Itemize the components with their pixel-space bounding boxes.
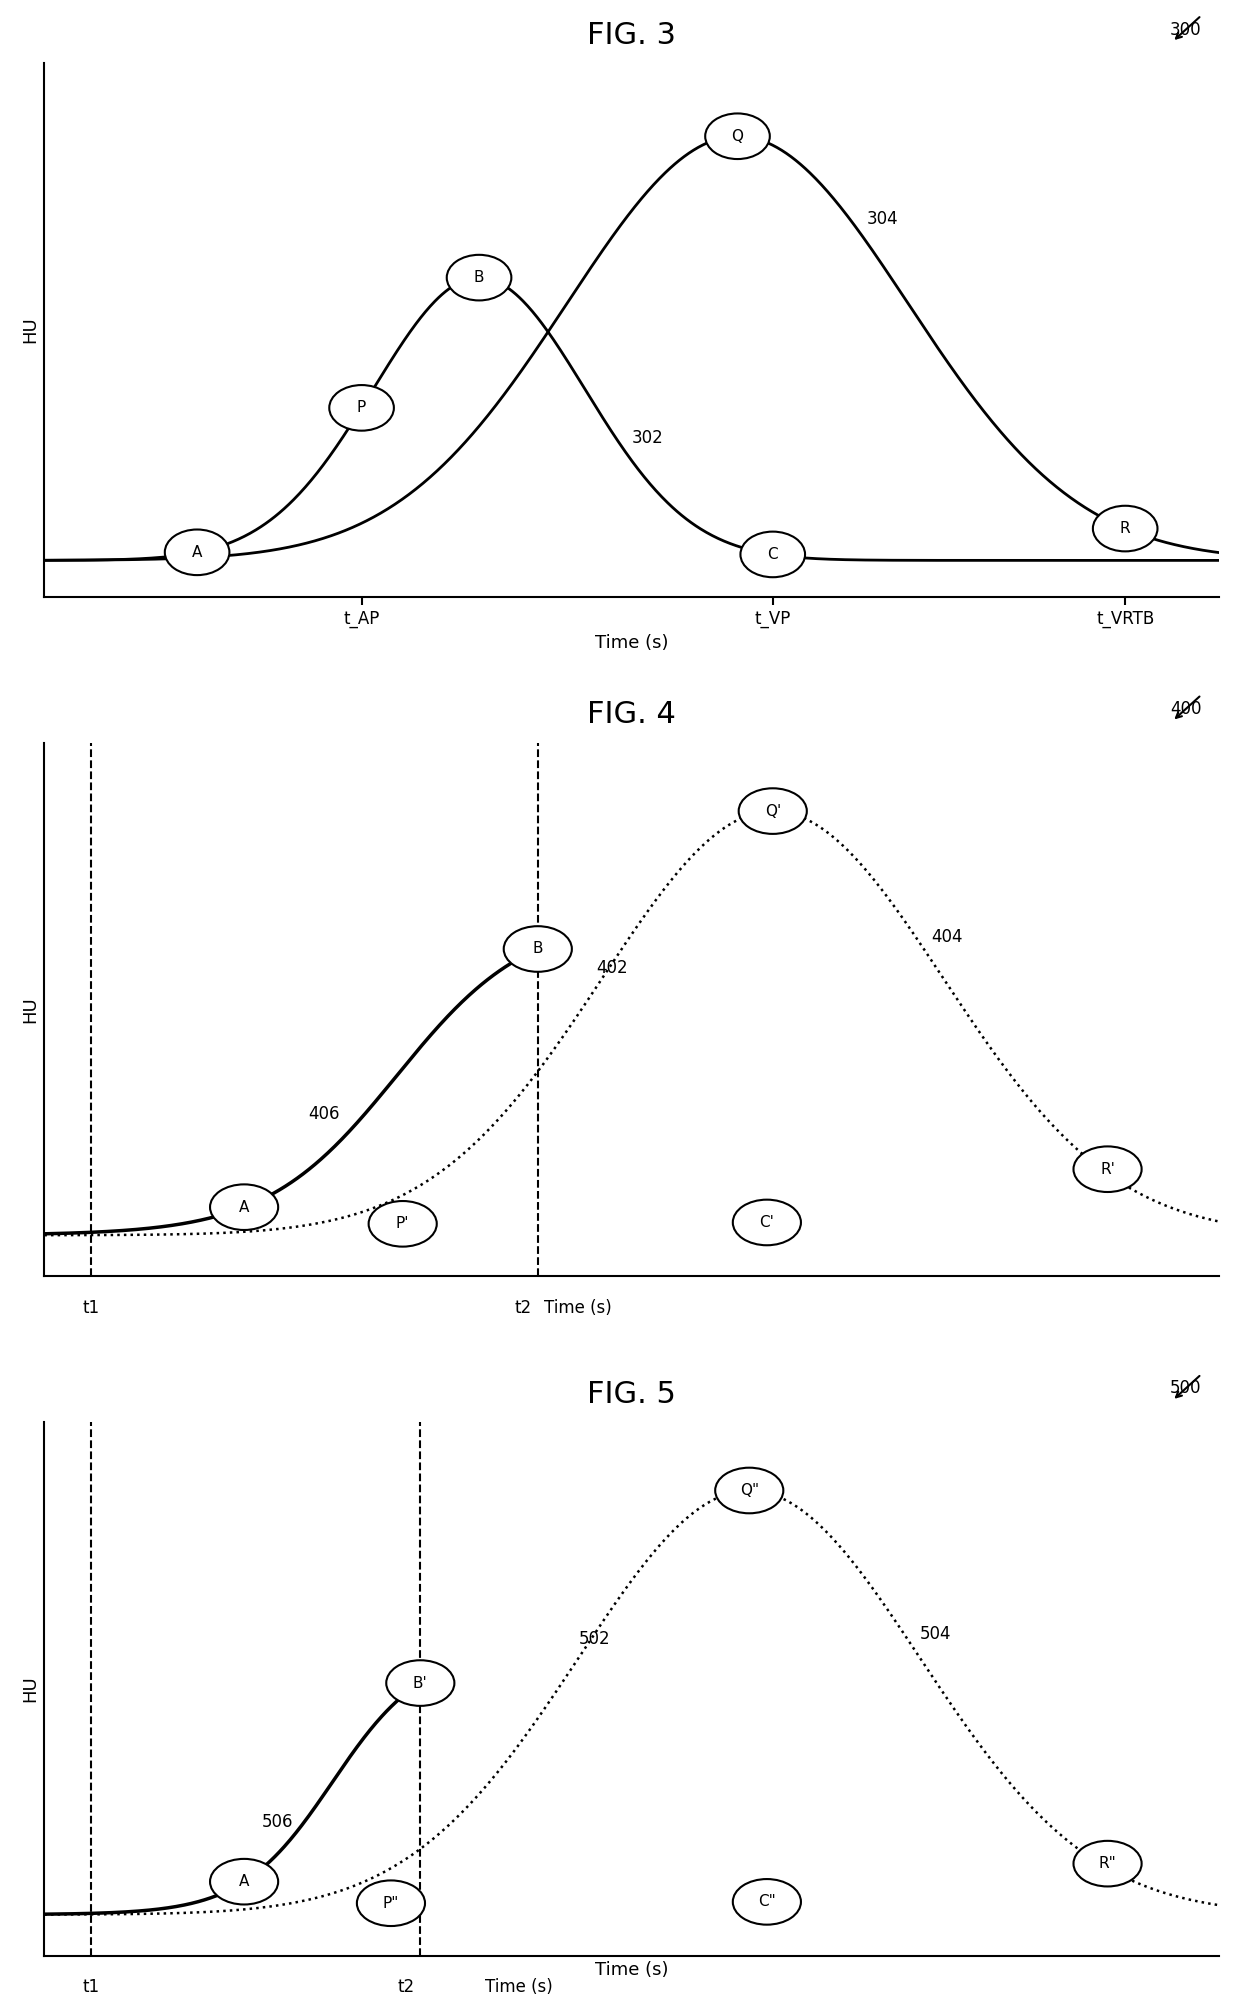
Text: 402: 402 [596, 959, 629, 977]
Text: R: R [1120, 522, 1131, 536]
Text: Time (s): Time (s) [543, 1299, 611, 1317]
Text: Q: Q [732, 129, 744, 143]
Text: B: B [474, 270, 485, 286]
Text: 500: 500 [1171, 1380, 1202, 1398]
Ellipse shape [1074, 1146, 1142, 1192]
Text: 506: 506 [262, 1813, 293, 1831]
Text: 300: 300 [1169, 20, 1202, 38]
Text: 304: 304 [867, 209, 898, 228]
Text: t2: t2 [515, 1299, 532, 1317]
Text: t1: t1 [83, 1978, 100, 1996]
Text: Q": Q" [740, 1482, 759, 1498]
Ellipse shape [357, 1881, 425, 1925]
Text: C: C [768, 548, 777, 562]
Ellipse shape [446, 256, 511, 300]
Y-axis label: HU: HU [21, 316, 38, 344]
Text: P': P' [396, 1216, 409, 1231]
Title: FIG. 3: FIG. 3 [588, 20, 676, 50]
Text: B': B' [413, 1676, 428, 1690]
Text: B: B [532, 941, 543, 957]
Text: A: A [192, 546, 202, 560]
Ellipse shape [739, 787, 807, 834]
Text: P": P" [383, 1895, 399, 1911]
Text: Q': Q' [765, 804, 781, 818]
Text: 406: 406 [309, 1106, 340, 1122]
Text: A: A [239, 1200, 249, 1214]
Title: FIG. 4: FIG. 4 [588, 701, 676, 729]
X-axis label: Time (s): Time (s) [595, 634, 668, 653]
Text: 400: 400 [1171, 701, 1202, 717]
Ellipse shape [330, 385, 394, 431]
Ellipse shape [210, 1184, 278, 1231]
Text: R": R" [1099, 1857, 1116, 1871]
Text: 302: 302 [631, 429, 663, 447]
Ellipse shape [368, 1200, 436, 1247]
X-axis label: Time (s): Time (s) [595, 1962, 668, 1980]
Ellipse shape [386, 1660, 454, 1706]
Ellipse shape [740, 532, 805, 578]
Y-axis label: HU: HU [21, 997, 38, 1023]
Y-axis label: HU: HU [21, 1676, 38, 1702]
Text: 502: 502 [579, 1629, 610, 1647]
Ellipse shape [733, 1879, 801, 1925]
Ellipse shape [706, 113, 770, 159]
Ellipse shape [715, 1468, 784, 1513]
Text: P: P [357, 401, 366, 415]
Text: Time (s): Time (s) [485, 1978, 553, 1996]
Ellipse shape [503, 926, 572, 973]
Ellipse shape [165, 530, 229, 576]
Text: t2: t2 [397, 1978, 414, 1996]
Ellipse shape [733, 1200, 801, 1245]
Ellipse shape [1074, 1841, 1142, 1887]
Text: 404: 404 [931, 928, 962, 947]
Text: C": C" [758, 1895, 776, 1909]
Title: FIG. 5: FIG. 5 [588, 1380, 676, 1408]
Text: t1: t1 [83, 1299, 100, 1317]
Text: R': R' [1100, 1162, 1115, 1176]
Text: 504: 504 [920, 1625, 951, 1643]
Ellipse shape [210, 1859, 278, 1905]
Ellipse shape [1092, 506, 1157, 552]
Text: A: A [239, 1875, 249, 1889]
Text: C': C' [759, 1214, 774, 1231]
